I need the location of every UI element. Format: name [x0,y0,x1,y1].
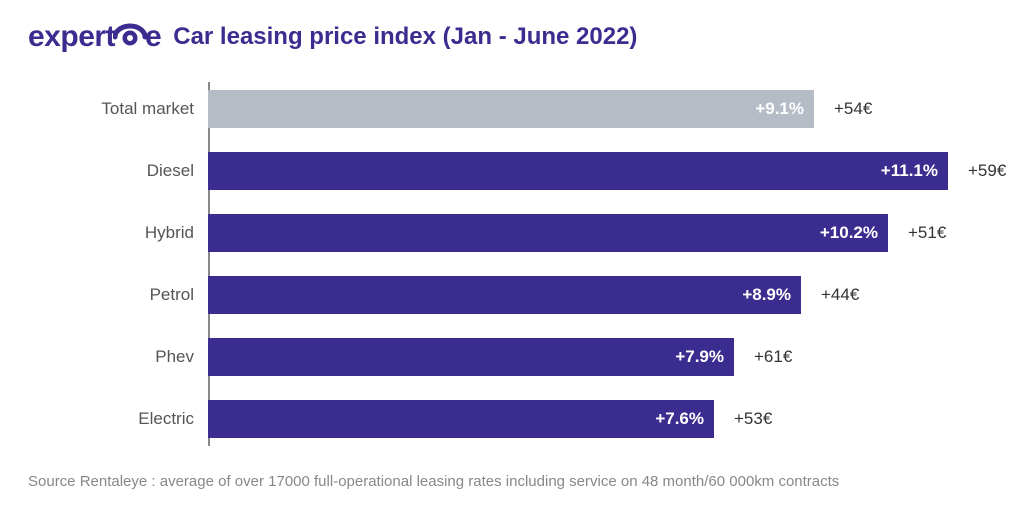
value-label: +61€ [754,347,792,367]
bar: +9.1% [208,90,814,128]
bar-row: Total market +9.1% +54€ [78,88,996,130]
bar-row: Hybrid +10.2% +51€ [78,212,996,254]
bar-chart: Total market+9.1%+54€Diesel+11.1%+59€Hyb… [78,88,996,440]
category-label: Electric [78,409,208,429]
category-label: Diesel [78,161,208,181]
percent-label: +11.1% [881,161,938,181]
value-label: +54€ [834,99,872,119]
percent-label: +10.2% [820,223,878,243]
percent-label: +9.1% [755,99,804,119]
value-label: +44€ [821,285,859,305]
bar-track: +7.9% [208,338,948,376]
value-label: +59€ [968,161,1006,181]
category-label: Petrol [78,285,208,305]
source-footnote: Source Rentaleye : average of over 17000… [28,473,839,490]
header: expert e Car leasing price index (Jan - … [28,20,996,54]
chart-container: expert e Car leasing price index (Jan - … [0,0,1024,512]
logo-text-2: e [145,20,161,54]
bar-row: Phev +7.9% +61€ [78,336,996,378]
chart-title: Car leasing price index (Jan - June 2022… [173,23,637,51]
bar-track: +10.2% [208,214,948,252]
bar-track: +11.1% [208,152,948,190]
bar: +10.2% [208,214,888,252]
bar-track: +7.6% [208,400,948,438]
percent-label: +7.6% [655,409,704,429]
eye-icon [113,20,147,54]
bar: +8.9% [208,276,801,314]
logo: expert e [28,20,161,54]
percent-label: +8.9% [742,285,791,305]
bar-row: Diesel+11.1%+59€ [78,150,996,192]
bar-row: Petrol +8.9% +44€ [78,274,996,316]
category-label: Hybrid [78,223,208,243]
percent-label: +7.9% [675,347,724,367]
bar-row: Electric +7.6% +53€ [78,398,996,440]
category-label: Phev [78,347,208,367]
value-label: +51€ [908,223,946,243]
logo-text-1: expert [28,20,115,54]
category-label: Total market [78,99,208,119]
y-axis-line [208,82,210,446]
bar: +11.1% [208,152,948,190]
bar: +7.9% [208,338,734,376]
bar: +7.6% [208,400,714,438]
value-label: +53€ [734,409,772,429]
